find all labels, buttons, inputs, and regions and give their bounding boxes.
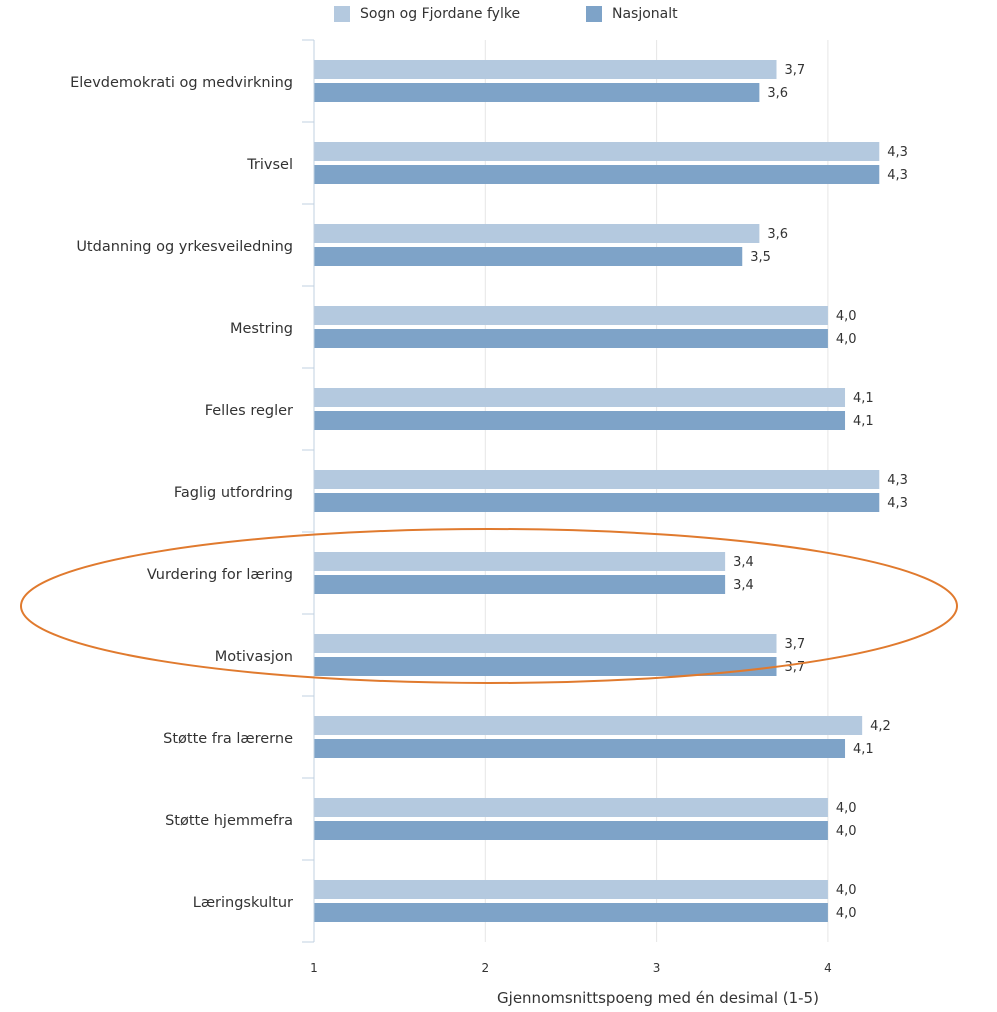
data-label: 3,6 (767, 227, 788, 242)
bar-series-a (314, 224, 760, 243)
labels-layer: 3,7 3,6 Elevdemokrati og medvirkning 4,3 4,3… (70, 63, 908, 921)
data-label: 4,2 (870, 719, 891, 734)
x-tick-label: 2 (481, 961, 489, 975)
legend-swatch-series-a (334, 6, 350, 22)
legend-label-series-b: Nasjonalt (612, 6, 678, 22)
data-label: 4,3 (887, 168, 908, 183)
bar-series-a (314, 634, 777, 653)
category-label: Vurdering for læring (147, 567, 293, 583)
bar-series-b (314, 329, 828, 348)
data-label: 4,3 (887, 473, 908, 488)
bar-series-a (314, 798, 828, 817)
bar-series-a (314, 60, 777, 79)
bar-series-b (314, 165, 880, 184)
bar-series-b (314, 411, 846, 430)
legend-item-series-b[interactable]: Nasjonalt (586, 6, 678, 22)
legend-label-series-a: Sogn og Fjordane fylke (360, 6, 521, 22)
bar-series-a (314, 880, 828, 899)
bars-layer (314, 60, 880, 922)
bar-series-a (314, 552, 726, 571)
bar-series-b (314, 493, 880, 512)
data-label: 4,0 (836, 309, 857, 324)
category-label: Faglig utfordring (174, 485, 293, 501)
x-tick-label: 4 (824, 961, 832, 975)
bar-series-a (314, 142, 880, 161)
legend-item-series-a[interactable]: Sogn og Fjordane fylke (334, 6, 520, 22)
highlight-ellipse (20, 528, 958, 684)
legend-swatch-series-b (586, 6, 602, 22)
x-tick-label: 3 (653, 961, 661, 975)
category-label: Utdanning og yrkesveiledning (76, 239, 293, 255)
data-label: 4,0 (836, 906, 857, 921)
category-label: Felles regler (205, 403, 293, 419)
data-label: 4,3 (887, 145, 908, 160)
category-label: Motivasjon (215, 649, 293, 665)
category-label: Elevdemokrati og medvirkning (70, 75, 293, 91)
axis-layer: 1 2 3 4 (302, 39, 832, 975)
category-label: Støtte hjemmefra (165, 813, 293, 829)
data-label: 4,0 (836, 332, 857, 347)
data-label: 3,6 (767, 86, 788, 101)
data-label: 4,1 (853, 742, 874, 757)
data-label: 3,7 (785, 63, 806, 78)
data-label: 4,1 (853, 414, 874, 429)
data-label: 3,4 (733, 578, 754, 593)
bar-series-b (314, 83, 760, 102)
bar-series-b (314, 739, 846, 758)
category-label: Læringskultur (193, 895, 293, 911)
bar-series-b (314, 657, 777, 676)
bar-series-a (314, 388, 846, 407)
bar-series-b (314, 821, 828, 840)
bar-series-a (314, 306, 828, 325)
category-label: Støtte fra lærerne (163, 731, 293, 747)
x-axis-title: Gjennomsnittspoeng med én desimal (1-5) (497, 989, 819, 1007)
data-label: 4,0 (836, 824, 857, 839)
data-label: 3,4 (733, 555, 754, 570)
category-label: Trivsel (246, 157, 293, 173)
bar-series-b (314, 575, 726, 594)
x-tick-label: 1 (310, 961, 318, 975)
bar-series-b (314, 247, 743, 266)
data-label: 3,5 (750, 250, 771, 265)
category-label: Mestring (230, 321, 293, 337)
bar-series-a (314, 716, 863, 735)
data-label: 3,7 (785, 637, 806, 652)
data-label: 4,3 (887, 496, 908, 511)
bar-series-a (314, 470, 880, 489)
bar-series-b (314, 903, 828, 922)
data-label: 4,1 (853, 391, 874, 406)
data-label: 4,0 (836, 801, 857, 816)
legend: Sogn og Fjordane fylke Nasjonalt (0, 6, 997, 30)
data-label: 4,0 (836, 883, 857, 898)
